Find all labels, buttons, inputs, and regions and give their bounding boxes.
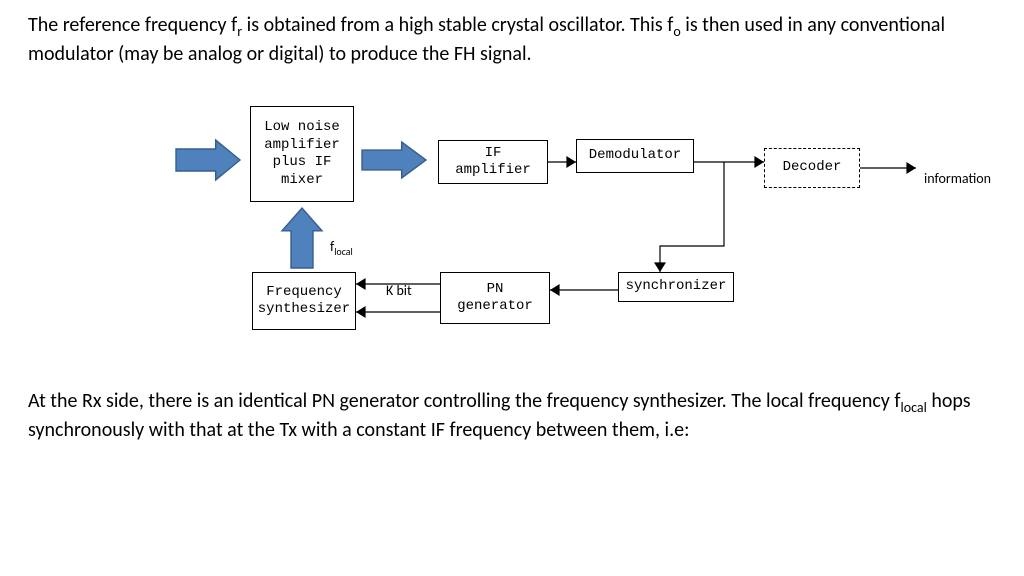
lna-line: Low noise <box>264 119 340 137</box>
demod-to-decoder-head <box>754 156 764 168</box>
freqsynth-line: Frequency <box>266 284 342 302</box>
demod-box: Demodulator <box>576 139 694 173</box>
freqsynth-box: Frequencysynthesizer <box>252 272 356 330</box>
sync-to-pngen-head <box>550 284 560 296</box>
pngen-line: generator <box>457 298 533 316</box>
lna-box: Low noiseamplifierplus IFmixer <box>250 106 354 202</box>
ifamp-to-demod-head <box>566 156 576 168</box>
lna-to-ifamp-arrow <box>362 142 426 178</box>
pngen-to-fs-top-head <box>356 278 366 290</box>
sync-line: synchronizer <box>626 278 727 296</box>
lna-line: plus IF <box>273 154 332 172</box>
ifamp-line: amplifier <box>455 162 531 180</box>
pngen-to-fs-bot-head <box>356 306 366 318</box>
demod-line: Demodulator <box>589 147 681 165</box>
ifamp-line: IF <box>485 145 502 163</box>
pngen-line: PN <box>487 281 504 299</box>
sync-box: synchronizer <box>618 272 734 302</box>
ifamp-box: IFamplifier <box>438 140 548 184</box>
freqsynth-to-lna-arrow <box>282 208 322 268</box>
pngen-box: PNgenerator <box>440 272 550 324</box>
demod-to-sync-head <box>654 262 666 272</box>
input-arrow-arrow <box>176 140 240 180</box>
decoder-line: Decoder <box>783 159 842 177</box>
freqsynth-line: synthesizer <box>258 301 350 319</box>
lna-line: mixer <box>281 172 323 190</box>
lna-line: amplifier <box>264 137 340 155</box>
decoder-to-info-head <box>906 162 916 174</box>
demod-to-sync <box>660 162 724 272</box>
decoder-box: Decoder <box>764 148 860 188</box>
